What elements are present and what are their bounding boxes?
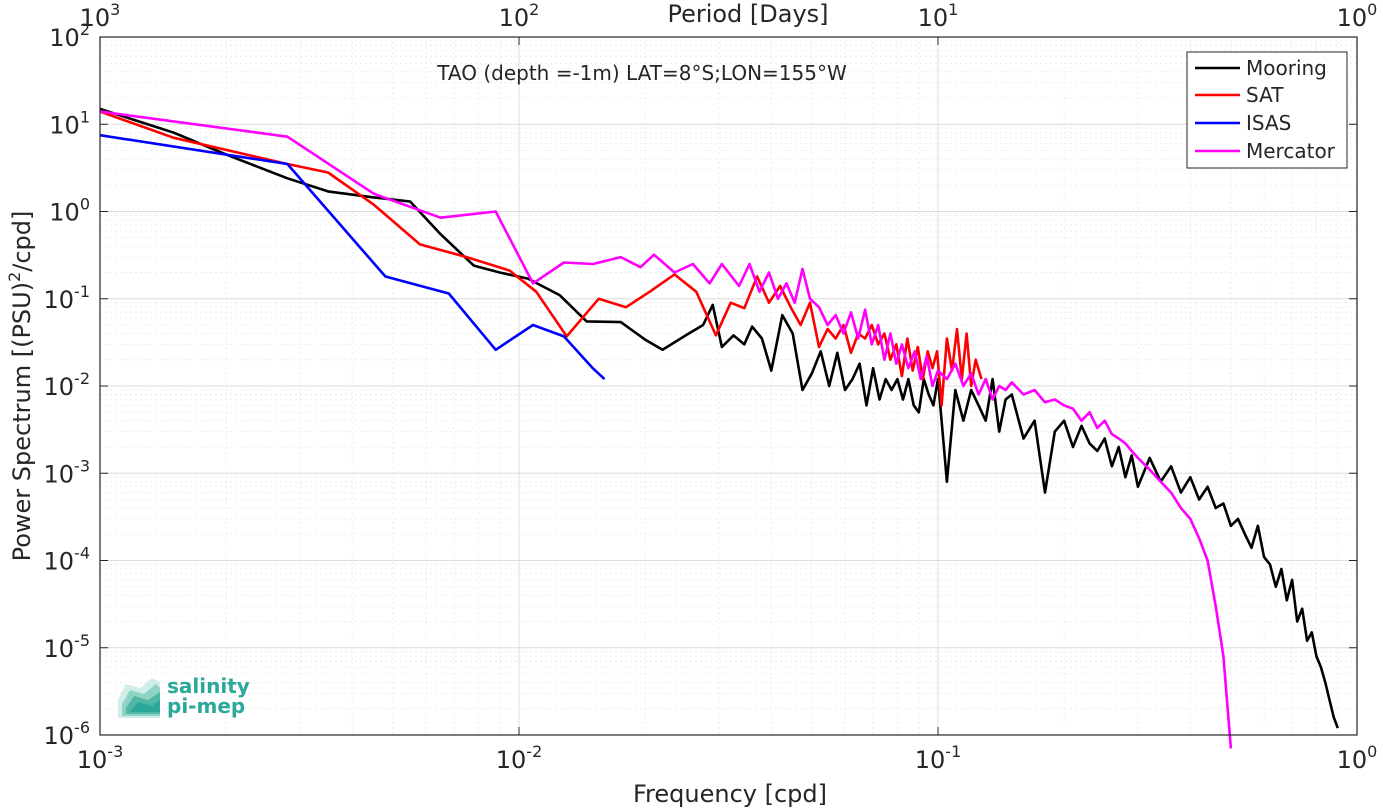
y-tick-label: 102 (49, 20, 90, 52)
y-tick-label: 10-3 (44, 456, 91, 488)
y-axis-label-suffix: /cpd] (8, 211, 36, 272)
legend-label-mercator: Mercator (1246, 139, 1336, 163)
x-tick-label: 10-1 (915, 742, 962, 774)
y-axis-label-exponent: 2 (5, 272, 24, 282)
series-line-mercator (99, 110, 1233, 749)
y-tick-label: 10-4 (44, 544, 91, 576)
top-tick-label: 102 (499, 0, 540, 32)
logo-text-line2: pi-mep (167, 694, 245, 718)
y-tick-label: 10-1 (44, 282, 91, 314)
legend-label-sat: SAT (1246, 83, 1284, 107)
logo-mark-icon (118, 678, 160, 718)
top-tick-label: 101 (918, 0, 959, 32)
top-tick-label: 103 (80, 0, 121, 32)
chart-title: TAO (depth =-1m) LAT=8°S;LON=155°W (436, 61, 847, 85)
x-tick-label: 100 (1337, 742, 1378, 774)
y-axis-label: Power Spectrum [(PSU)2/cpd] (5, 211, 36, 562)
y-tick-label: 100 (49, 195, 90, 227)
series-line-sat (99, 110, 983, 407)
y-tick-label: 101 (49, 107, 90, 139)
legend-label-isas: ISAS (1246, 111, 1291, 135)
top-tick-label: 100 (1337, 0, 1378, 32)
x-axis-label: Frequency [cpd] (633, 780, 827, 808)
y-axis-label-prefix: Power Spectrum [(PSU) (8, 282, 36, 561)
series-layer (99, 107, 1340, 749)
x-tick-label: 10-2 (496, 742, 543, 774)
top-axis-label: Period [Days] (667, 0, 828, 28)
y-tick-label: 10-2 (44, 369, 91, 401)
legend: Mooring SAT ISAS Mercator (1186, 51, 1348, 169)
logo-text-line1: salinity (167, 674, 250, 698)
x-tick-label: 10-3 (77, 742, 124, 774)
legend-label-mooring: Mooring (1246, 56, 1327, 80)
legend-box (1186, 51, 1348, 169)
y-tick-label: 10-5 (44, 631, 91, 663)
salinity-pi-mep-logo: salinity pi-mep (118, 674, 250, 718)
series-line-isas (99, 133, 606, 381)
y-tick-label: 10-6 (44, 718, 91, 750)
series-line-mooring (99, 107, 1340, 729)
